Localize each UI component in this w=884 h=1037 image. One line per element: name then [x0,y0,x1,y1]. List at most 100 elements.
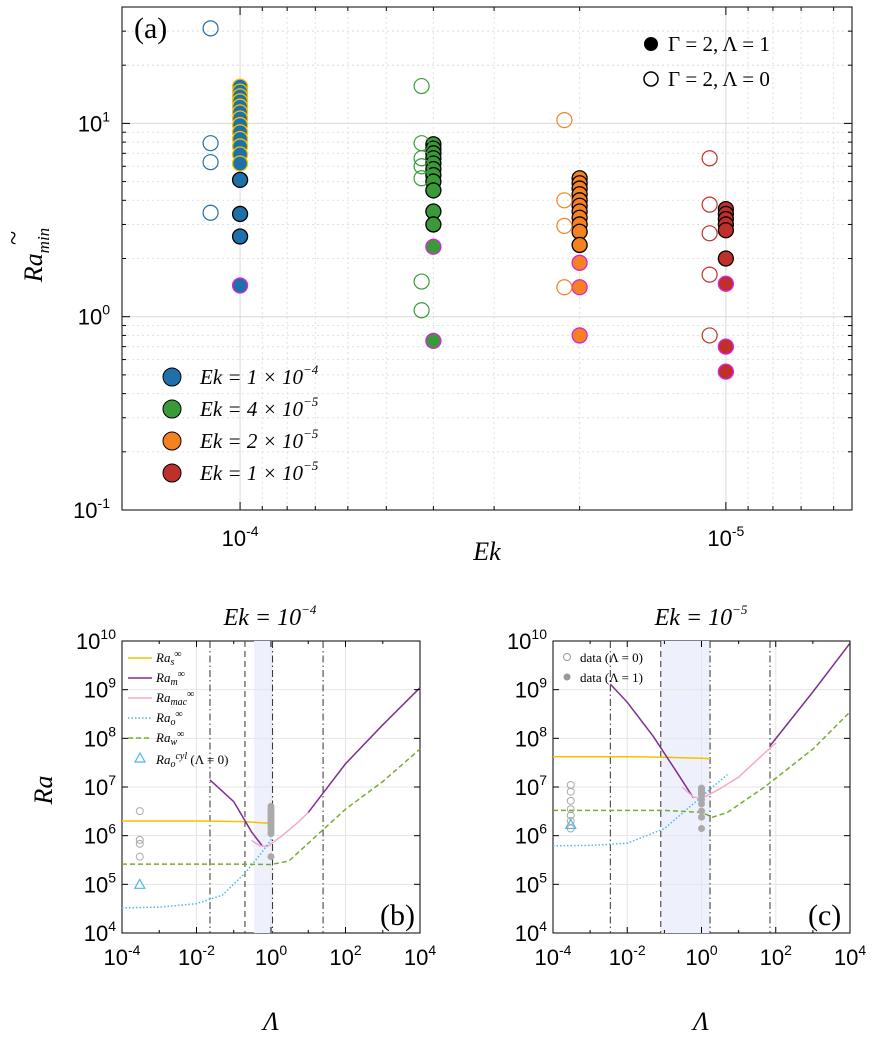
curve-ra-o [121,837,274,909]
y-tick-label: 105 [84,869,116,897]
legend-ek-1e-4-swatch [162,367,182,387]
data-point-open [556,217,573,234]
data-point-open [202,154,219,171]
curve-ra-m-right [307,687,421,813]
curve-ra-m-right [769,642,851,747]
data-point-lambda0 [135,807,144,816]
x-tick-label: 102 [329,942,361,970]
data-point-filled [231,277,249,294]
curve-ra-w [553,711,851,819]
legend-ek-4e-5: Ek = 4 × 10−5 [199,394,319,421]
data-point-open [413,158,430,175]
legend-ek-1e-4: Ek = 1 × 10−4 [199,362,319,389]
legend-filled-label: Γ = 2, Λ = 1 [668,32,770,56]
data-point-lambda1 [698,825,705,833]
data-point-lambda1 [267,830,275,838]
legend-ra-s: Ras∞ [155,649,182,668]
curve-ra-mac [251,811,309,848]
legend-ra-w: Raw∞ [155,729,184,748]
data-point-filled [717,250,735,267]
x-tick-label: 100 [685,942,717,970]
y-tick-label: 106 [84,821,116,849]
data-point-open [701,196,718,213]
legend-ra-mac: Ramac∞ [155,689,194,708]
panel-b-label: (b) [380,899,415,932]
data-point-open [202,204,219,221]
panel-b-legend: Ras∞ Ram∞ Ramac∞ Rao∞ Raw∞ Raocyl (Λ = 0… [128,649,228,770]
panel-c: Ek = 10−5 104 105 106 107 108 109 1010 10-4 10-2… [507,602,866,1036]
data-point-lambda0 [566,805,575,814]
y-tick-label: 108 [515,723,547,751]
y-tick-label: 109 [515,675,547,703]
data-point-filled [717,363,735,380]
data-point-open [701,327,718,344]
data-point-filled [717,338,735,355]
data-point-ra-cyl [564,818,577,830]
data-point-filled [571,254,588,271]
data-point-open [556,192,573,209]
data-point-filled [425,216,442,233]
data-point-lambda0 [135,852,144,861]
panel-b-points [133,802,275,889]
data-point-lambda0 [566,787,575,796]
x-tick-label: 104 [404,942,436,970]
y-tick-label: 107 [84,772,116,800]
panel-a-ticks: 10-1 100 101 10-4 10-5 [73,7,852,551]
y-tick-label: 1010 [507,626,547,654]
data-point-lambda0 [135,839,144,848]
data-point-filled [425,182,442,199]
panel-b-title: Ek = 10−4 [223,602,317,631]
data-point-filled [571,327,588,344]
curve-ra-mac [681,742,777,800]
legend-ra-o: Rao∞ [155,709,183,728]
data-point-lambda0 [135,835,144,844]
legend-ek-4e-5-swatch [162,399,182,419]
panel-c-vlines [609,641,771,933]
data-point-filled [425,238,442,255]
panel-a-grid [122,7,852,510]
x-tick-label: 10-4 [535,942,572,970]
data-point-open [413,302,430,319]
data-point-filled [571,279,588,296]
y-tick-label: 105 [515,869,547,897]
data-point-filled [231,228,249,245]
y-tick-label: 109 [84,675,116,703]
panel-a-color-legend: Ek = 1 × 10−4 Ek = 4 × 10−5 Ek = 2 × 10−… [162,362,319,485]
data-point-lambda1 [267,853,275,861]
y-tick-label: 101 [78,108,110,136]
curve-ra-m [609,683,694,799]
y-tick-label: 100 [78,302,110,330]
data-point-lambda1 [698,800,705,808]
data-point-open [701,225,718,242]
data-point-open [413,150,430,167]
panel-b-ylabel: Ra [29,776,58,806]
panel-b-curves [121,687,421,909]
legend-data-lambda0: data (Λ = 0) [580,650,643,665]
panel-c-label: (c) [808,899,841,932]
x-tick-label: 100 [255,942,287,970]
panel-c-grid [553,641,850,933]
data-point-lambda1 [698,813,705,821]
data-point-filled [717,222,735,239]
legend-open-label: Γ = 2, Λ = 0 [668,67,770,91]
panel-b-xlabel: Λ [260,1007,279,1036]
legend-ek-2e-5: Ek = 2 × 10−5 [199,426,319,453]
data-point-lambda0 [566,796,575,805]
panel-a-label: (a) [134,12,167,45]
panel-c-ticks: 104 105 106 107 108 109 1010 10-4 10-2 100 102 104 [507,626,866,970]
legend-data-lambda1: data (Λ = 1) [580,670,643,685]
data-point-open [556,279,573,296]
panel-a: 10-1 100 101 10-4 10-5 (a) Γ = 2, Λ = 1 Γ = … [0,6,853,566]
data-point-filled [425,332,442,349]
panel-a-xlabel: Ek [472,537,501,566]
panel-c-title: Ek = 10−5 [654,602,748,631]
y-tick-label: 104 [84,918,116,946]
curve-ra-w [122,748,421,866]
panel-b: Ek = 10−4 104 105 106 107 108 109 1010 10-4 10-2… [29,602,436,1036]
legend-ek-2e-5-swatch [162,431,182,451]
data-point-lambda1 [698,807,705,815]
panel-c-curves [552,642,851,847]
data-point-lambda0 [566,817,575,826]
data-point-open [413,77,430,95]
